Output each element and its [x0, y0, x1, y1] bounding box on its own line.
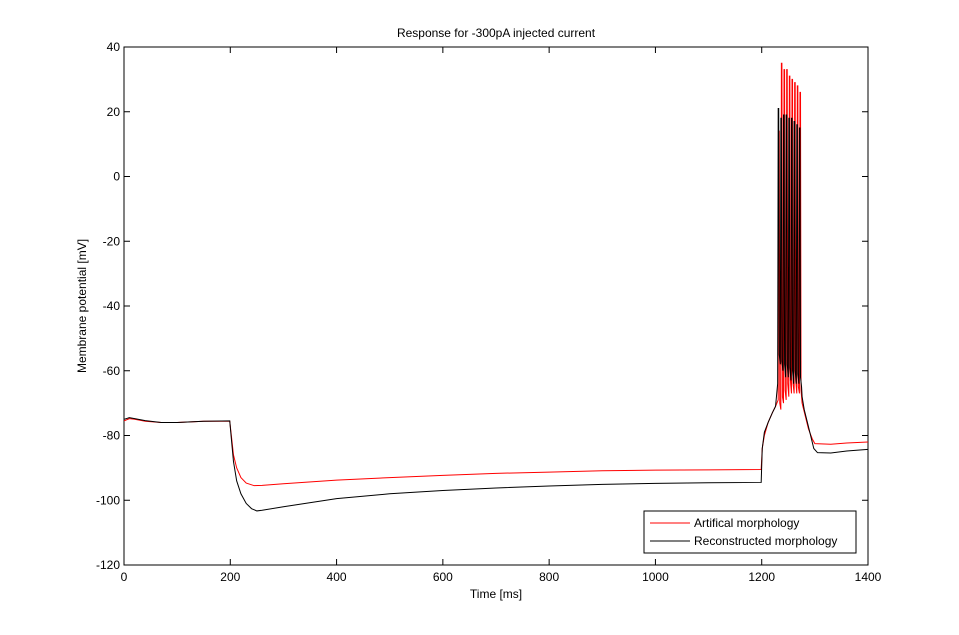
x-tick-label: 200 [220, 570, 240, 584]
series-line-artifical [123, 62, 869, 487]
x-tick-label: 800 [539, 570, 559, 584]
y-tick-label: -80 [103, 429, 121, 443]
y-tick-label: -40 [103, 299, 121, 313]
legend-box [643, 510, 857, 554]
y-tick-label: 0 [113, 170, 120, 184]
x-tick-label: 400 [327, 570, 347, 584]
legend-label-artifical: Artifical morphology [694, 516, 799, 530]
legend: Artifical morphology Reconstructed morph… [643, 510, 857, 554]
legend-label-reconstructed: Reconstructed morphology [694, 534, 837, 548]
x-tick-label: 1200 [748, 570, 775, 584]
y-tick-label: -60 [103, 364, 121, 378]
y-tick-label: -100 [96, 493, 120, 507]
series-line-reconstructed [123, 108, 869, 512]
x-axis-label: Time [ms] [470, 587, 522, 601]
y-axis-label: Membrane potential [mV] [75, 239, 89, 373]
x-tick-label: 0 [121, 570, 128, 584]
series-layer [123, 62, 869, 512]
x-tick-label: 1000 [642, 570, 669, 584]
y-tick-label: 20 [107, 105, 121, 119]
y-axis-ticks: -120 -100 -80 -60 -40 -20 0 20 40 [96, 40, 868, 572]
y-tick-label: -120 [96, 558, 120, 572]
x-axis-ticks: 0 200 400 600 800 1000 1200 1400 [121, 47, 882, 584]
y-tick-label: -20 [103, 234, 121, 248]
x-tick-label: 600 [433, 570, 453, 584]
y-tick-label: 40 [107, 40, 121, 54]
chart-title: Response for -300pA injected current [397, 26, 596, 40]
x-tick-label: 1400 [855, 570, 882, 584]
plot-area [123, 46, 869, 566]
